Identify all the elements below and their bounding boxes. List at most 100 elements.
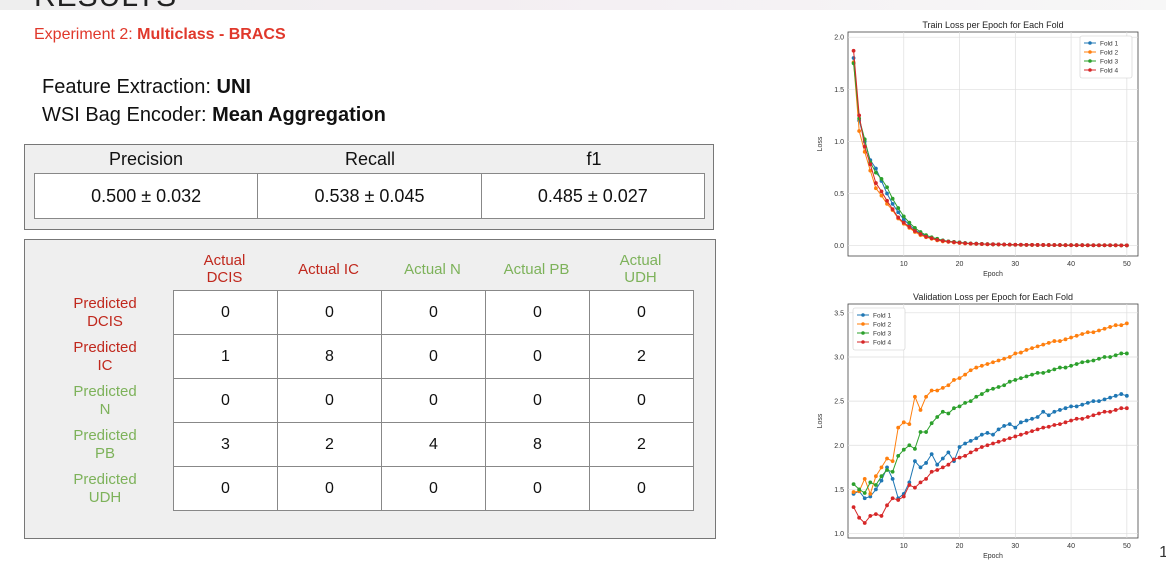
matrix-cell: 0 bbox=[485, 334, 590, 379]
data-point bbox=[851, 482, 856, 487]
data-point bbox=[918, 408, 923, 412]
data-point bbox=[1018, 350, 1023, 355]
matrix-cell: 0 bbox=[277, 378, 382, 423]
legend-label: Fold 3 bbox=[873, 330, 891, 337]
row-header: Predicted PB bbox=[73, 427, 137, 462]
y-tick-label: 2.0 bbox=[834, 35, 844, 42]
data-point bbox=[929, 421, 934, 426]
data-point bbox=[1074, 333, 1079, 338]
data-point bbox=[1124, 406, 1129, 411]
y-tick-label: 2.0 bbox=[834, 443, 844, 450]
data-point bbox=[1007, 355, 1012, 359]
data-point bbox=[1024, 418, 1029, 423]
data-point bbox=[890, 202, 895, 206]
data-point bbox=[929, 452, 934, 457]
data-point bbox=[885, 198, 889, 203]
legend-marker bbox=[861, 340, 865, 344]
data-point bbox=[929, 236, 934, 241]
matrix-cell: 0 bbox=[485, 378, 590, 423]
chart-title: Validation Loss per Epoch for Each Fold bbox=[913, 292, 1073, 302]
data-point bbox=[885, 456, 889, 461]
data-point bbox=[940, 456, 945, 461]
x-tick-label: 30 bbox=[1011, 543, 1019, 550]
data-point bbox=[946, 383, 951, 388]
legend-box bbox=[1079, 35, 1133, 79]
data-point bbox=[890, 469, 895, 474]
x-tick-label: 50 bbox=[1123, 543, 1131, 550]
data-point bbox=[1102, 355, 1107, 359]
data-point bbox=[924, 476, 928, 481]
metric-header-precision: Precision bbox=[108, 149, 184, 169]
data-point bbox=[868, 494, 873, 499]
data-point bbox=[1085, 359, 1090, 364]
data-point bbox=[1085, 415, 1090, 419]
data-point bbox=[979, 445, 984, 449]
data-point bbox=[1046, 424, 1051, 429]
data-point bbox=[1108, 355, 1113, 359]
x-axis-label: Epoch bbox=[983, 271, 1003, 278]
data-point bbox=[963, 241, 968, 246]
data-point bbox=[1035, 415, 1040, 419]
data-point bbox=[1063, 365, 1068, 370]
data-point bbox=[857, 487, 862, 492]
data-point bbox=[974, 394, 979, 399]
data-point bbox=[896, 206, 901, 210]
data-point bbox=[885, 465, 889, 470]
data-point bbox=[907, 422, 912, 426]
data-point bbox=[1030, 242, 1034, 247]
x-tick-label: 10 bbox=[900, 543, 908, 550]
data-point bbox=[1097, 328, 1101, 333]
data-point bbox=[1041, 409, 1046, 414]
data-point bbox=[1018, 432, 1023, 437]
data-point bbox=[924, 461, 928, 465]
matrix-cell: 0 bbox=[381, 290, 486, 335]
matrix-cell: 3 bbox=[173, 422, 278, 467]
data-point bbox=[968, 368, 973, 373]
data-point bbox=[1124, 321, 1129, 326]
data-point bbox=[1080, 416, 1085, 421]
data-point bbox=[879, 474, 884, 479]
legend-marker bbox=[1088, 41, 1092, 45]
data-point bbox=[1013, 351, 1018, 356]
data-point bbox=[935, 468, 940, 472]
y-tick-label: 2.5 bbox=[834, 399, 844, 406]
data-point bbox=[873, 512, 878, 517]
data-point bbox=[952, 378, 956, 382]
data-point bbox=[907, 480, 912, 485]
data-point bbox=[1046, 340, 1051, 345]
data-point bbox=[1080, 332, 1085, 336]
data-point bbox=[1018, 376, 1023, 381]
x-axis-label: Epoch bbox=[983, 553, 1003, 560]
data-point bbox=[1052, 367, 1057, 372]
metrics-values-row: 0.500 ± 0.032 0.538 ± 0.045 0.485 ± 0.02… bbox=[34, 173, 705, 219]
data-point bbox=[913, 459, 917, 464]
data-point bbox=[857, 515, 862, 520]
data-point bbox=[873, 186, 878, 191]
legend-marker bbox=[1088, 50, 1092, 54]
data-point bbox=[957, 376, 962, 381]
matrix-cell: 8 bbox=[277, 334, 382, 379]
data-point bbox=[940, 465, 945, 470]
data-point bbox=[918, 430, 923, 434]
data-point bbox=[979, 363, 984, 368]
matrix-cell: 0 bbox=[277, 290, 382, 335]
data-point bbox=[1119, 243, 1124, 248]
data-point bbox=[1007, 242, 1012, 247]
data-point bbox=[946, 411, 951, 416]
row-header: Predicted UDH bbox=[73, 471, 137, 506]
x-tick-label: 40 bbox=[1067, 261, 1075, 268]
data-point bbox=[896, 498, 901, 502]
data-point bbox=[1108, 409, 1113, 414]
confusion-matrix: Actual DCIS Actual IC Actual N Actual PB Act… bbox=[24, 239, 716, 539]
data-point bbox=[974, 447, 979, 452]
data-point bbox=[1041, 370, 1046, 375]
data-point bbox=[974, 365, 979, 370]
x-tick-label: 20 bbox=[956, 261, 964, 268]
data-point bbox=[1024, 242, 1029, 247]
legend-marker bbox=[861, 331, 865, 335]
data-point bbox=[1085, 330, 1090, 335]
data-point bbox=[1030, 429, 1034, 434]
data-point bbox=[1013, 378, 1018, 382]
col-header: Actual UDH bbox=[619, 252, 662, 286]
data-point bbox=[979, 242, 984, 246]
